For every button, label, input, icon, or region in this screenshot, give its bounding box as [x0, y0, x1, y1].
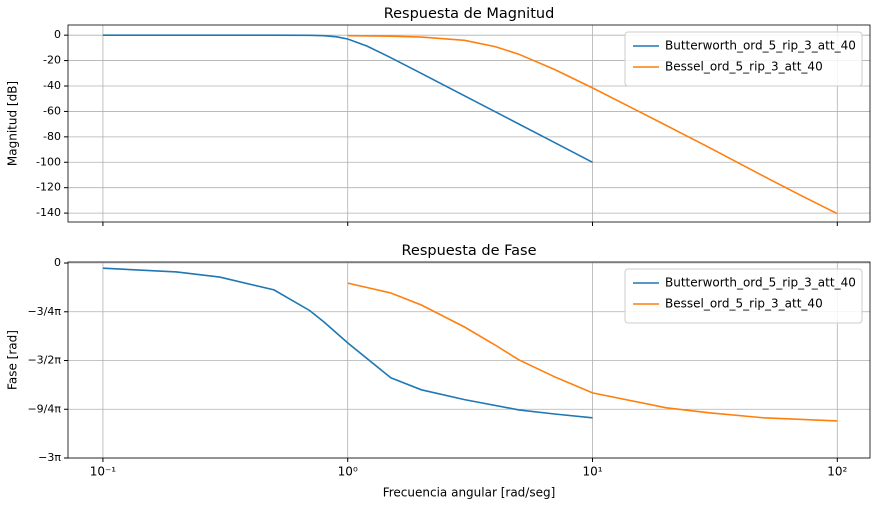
chart-title: Respuesta de Magnitud: [384, 6, 555, 22]
chart-title: Respuesta de Fase: [401, 243, 536, 259]
y-tick-label: 0: [54, 256, 61, 269]
x-axis-label: Frecuencia angular [rad/seg]: [383, 486, 556, 500]
y-tick-label: -120: [36, 181, 61, 194]
legend-box: [624, 268, 863, 324]
series-line: [347, 34, 838, 215]
plot-frame: [67, 24, 871, 223]
y-tick-label: −9/4π: [27, 402, 61, 415]
y-tick-label: 0: [54, 28, 61, 41]
y-tick-label: -20: [43, 54, 61, 67]
y-tick-label: -100: [36, 155, 61, 168]
y-tick-label: -40: [43, 79, 61, 92]
legend-label: Butterworth_ord_5_rip_3_att_40: [665, 39, 856, 53]
legend-label: Bessel_ord_5_rip_3_att_40: [665, 297, 823, 311]
x-tick-label: 10²: [827, 465, 847, 479]
plot-frame: [67, 261, 871, 459]
y-tick-label: −3/2π: [27, 354, 61, 367]
y-tick-label: −3/4π: [27, 305, 61, 318]
x-tick-label: 10¹: [582, 465, 602, 479]
y-tick-label: -140: [36, 206, 61, 219]
legend-box: [624, 31, 863, 87]
y-axis-label: Magnitud [dB]: [6, 81, 20, 166]
y-tick-label: -80: [43, 130, 61, 143]
x-tick-label: 10⁻¹: [90, 465, 117, 479]
legend-label: Butterworth_ord_5_rip_3_att_40: [665, 276, 856, 290]
y-tick-label: −3π: [38, 451, 61, 464]
series-line: [102, 267, 593, 419]
x-tick-label: 10⁰: [338, 465, 358, 479]
y-axis-label: Fase [rad]: [6, 330, 20, 390]
series-line: [347, 282, 838, 422]
y-tick-label: -60: [43, 104, 61, 117]
series-line: [102, 34, 593, 164]
legend-label: Bessel_ord_5_rip_3_att_40: [665, 60, 823, 74]
